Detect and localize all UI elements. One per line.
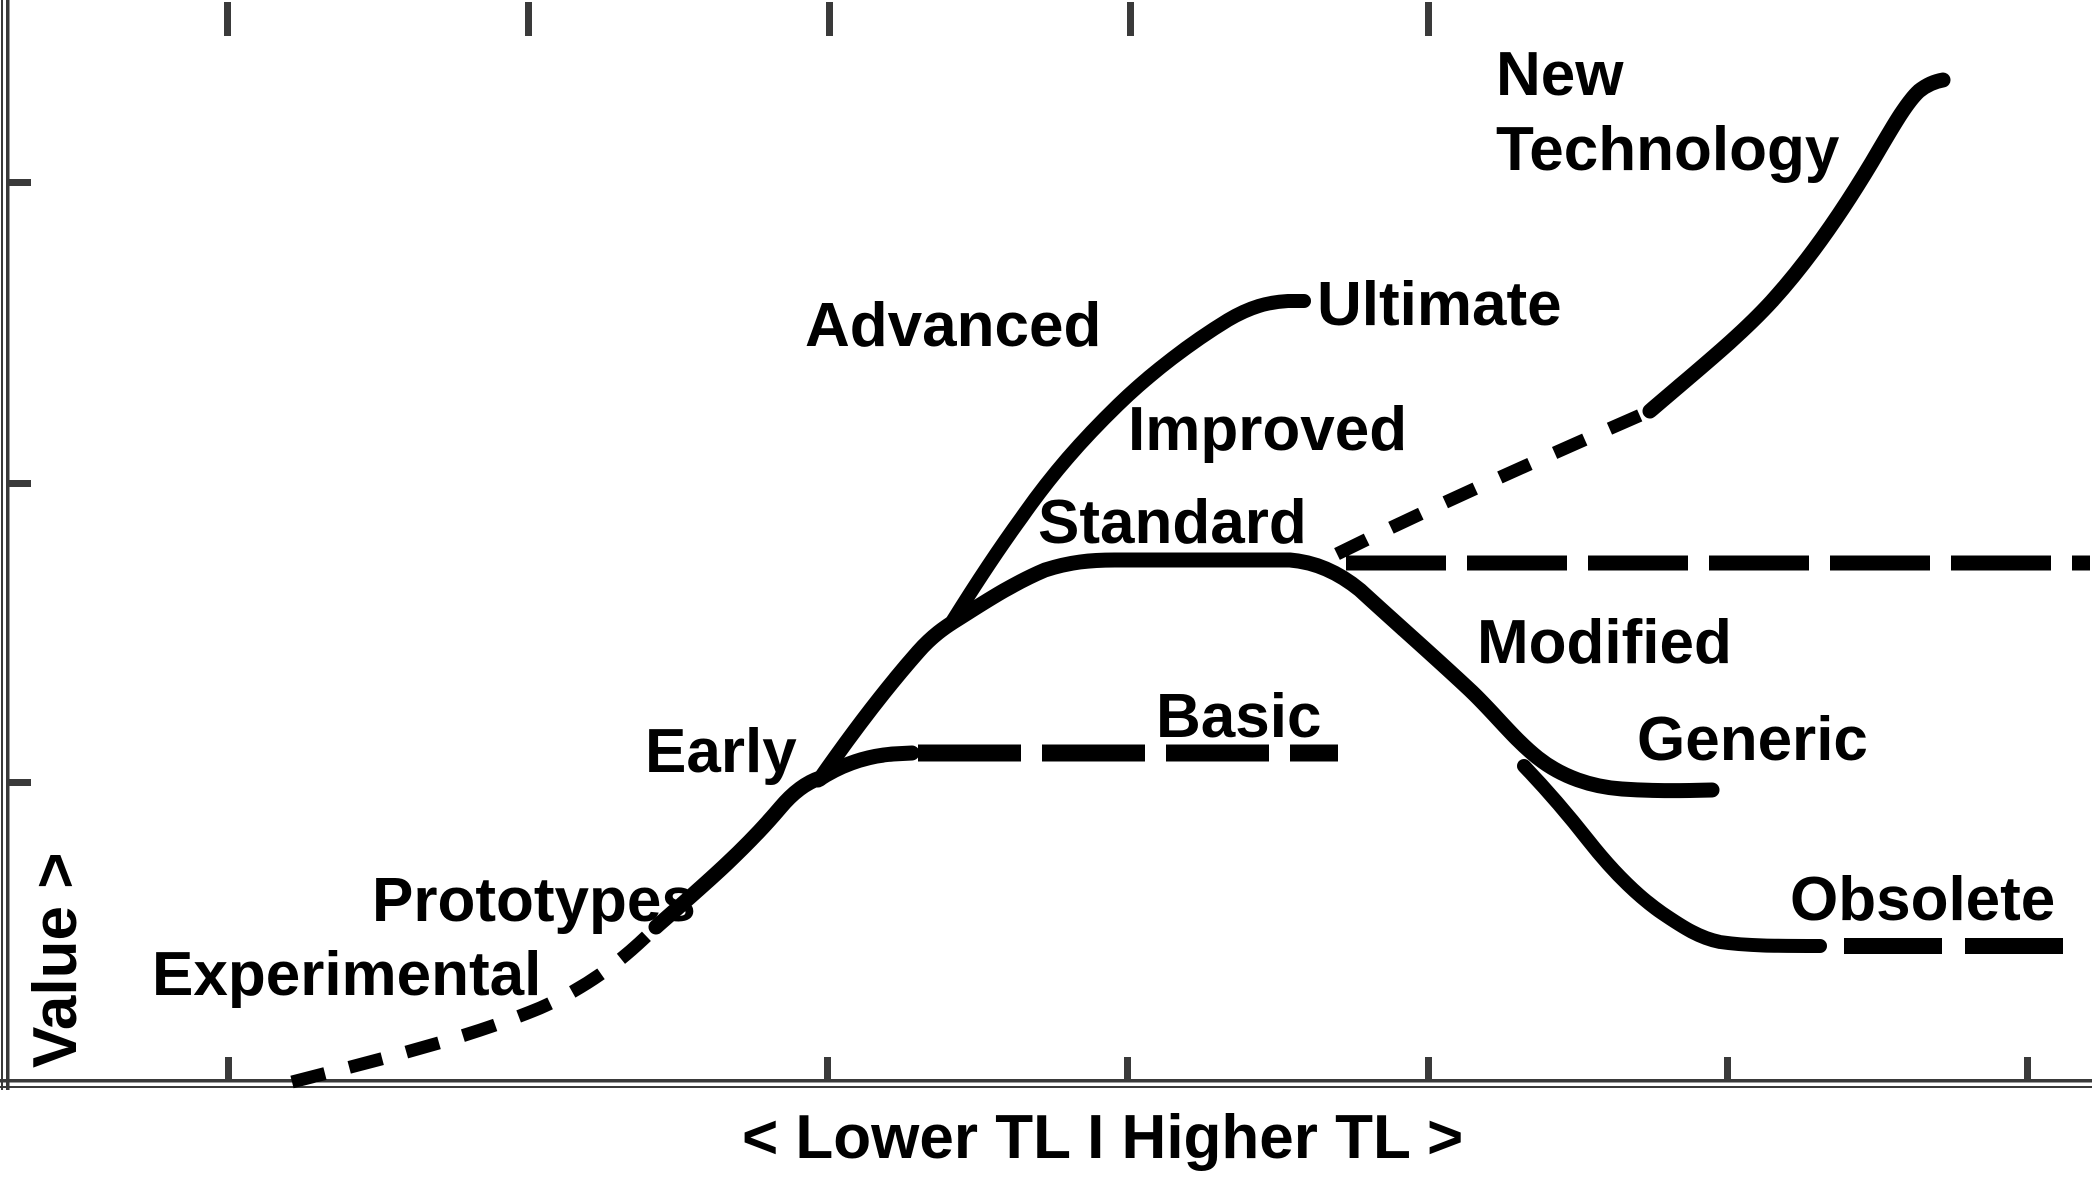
- label-early: Early: [645, 717, 797, 786]
- top-ticks: [224, 2, 1432, 36]
- y-axis-line: [6, 0, 10, 1090]
- x-tick: [2024, 1057, 2031, 1080]
- curve-standard-modified-generic: [812, 552, 1720, 799]
- x-tick: [1425, 1057, 1432, 1080]
- y-tick: [9, 480, 31, 487]
- label-basic: Basic: [1156, 682, 1321, 751]
- axis-labels: Value > < Lower TL I Higher TL >: [21, 853, 1463, 1172]
- label-modified: Modified: [1477, 608, 1732, 677]
- x-axis-line: [0, 1079, 2092, 1083]
- x-axis-line-outer: [0, 1086, 2092, 1088]
- axes: [0, 0, 2092, 1090]
- x-axis-ticks: [225, 1057, 2031, 1080]
- curve-trunk-rise: [648, 770, 828, 935]
- x-tick: [225, 1057, 232, 1080]
- y-tick: [9, 179, 31, 186]
- x-tick: [1724, 1057, 1731, 1080]
- curves: [290, 72, 2090, 1089]
- top-tick: [1425, 2, 1432, 36]
- label-new-technology-line1: New: [1496, 40, 1624, 109]
- label-advanced: Advanced: [805, 291, 1101, 360]
- curve-new-tech-dotted: [1334, 404, 1655, 560]
- top-tick: [826, 2, 833, 36]
- label-prototypes: Prototypes: [372, 866, 696, 935]
- label-generic: Generic: [1637, 705, 1868, 774]
- y-axis-label: Value >: [21, 853, 90, 1068]
- y-tick: [9, 779, 31, 786]
- curve-new-tech-solid: [1642, 72, 1951, 419]
- top-tick: [525, 2, 532, 36]
- y-axis-ticks: [9, 179, 31, 786]
- x-tick: [1124, 1057, 1131, 1080]
- curve-experimental-dotted: [290, 922, 661, 1089]
- y-axis-line-outer: [1, 0, 3, 1090]
- x-tick: [824, 1057, 831, 1080]
- top-tick: [224, 2, 231, 36]
- label-experimental: Experimental: [152, 940, 541, 1009]
- curve-advanced-ultimate: [945, 294, 1311, 629]
- label-improved: Improved: [1128, 395, 1407, 464]
- label-ultimate: Ultimate: [1317, 270, 1562, 339]
- label-standard: Standard: [1038, 488, 1307, 557]
- top-tick: [1127, 2, 1134, 36]
- stage-labels: New Technology Ultimate Advanced Improve…: [152, 40, 2055, 1009]
- curve-obsolete-decline: [1517, 759, 1827, 953]
- x-axis-label: < Lower TL I Higher TL >: [742, 1103, 1463, 1172]
- label-obsolete: Obsolete: [1790, 865, 2055, 934]
- label-new-technology-line2: Technology: [1496, 115, 1840, 184]
